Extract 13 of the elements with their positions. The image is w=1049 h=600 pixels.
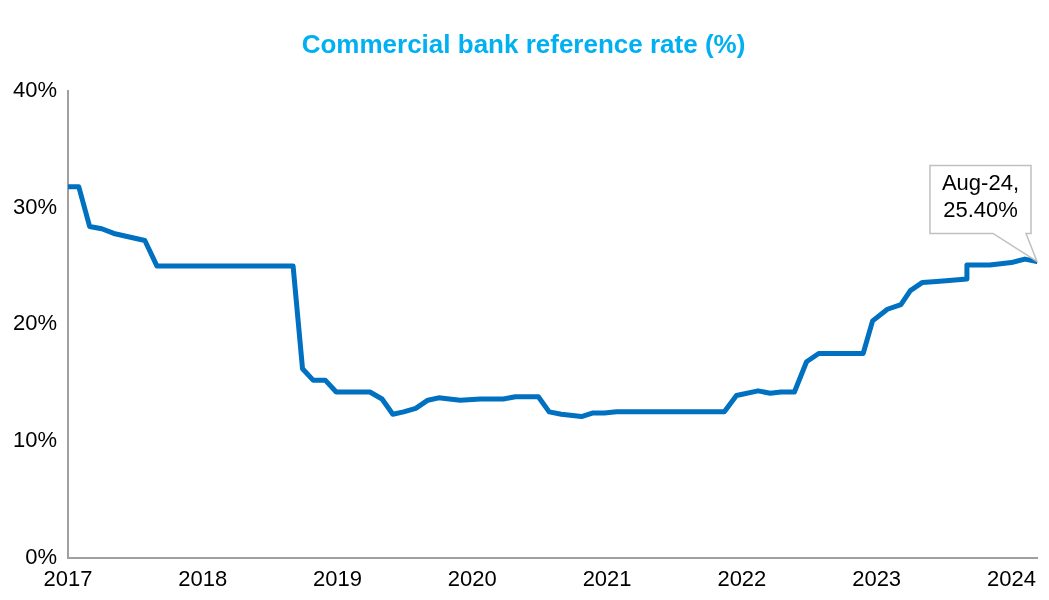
y-tick-label: 20%	[12, 310, 58, 336]
annotation: Aug-24, 25.40%	[941, 170, 1019, 223]
x-tick-label: 2023	[852, 565, 902, 591]
x-tick-label: 2022	[717, 565, 767, 591]
y-tick-label: 40%	[12, 77, 58, 103]
x-tick-label: 2018	[178, 565, 228, 591]
y-tick-label: 30%	[12, 193, 58, 219]
x-tick-label: 2020	[447, 565, 497, 591]
y-tick-label: 10%	[12, 427, 58, 453]
chart-title: Commercial bank reference rate (%)	[301, 28, 746, 59]
x-tick-label: 2024	[986, 565, 1036, 591]
x-tick-label: 2021	[582, 565, 632, 591]
x-tick-label: 2019	[313, 565, 363, 591]
